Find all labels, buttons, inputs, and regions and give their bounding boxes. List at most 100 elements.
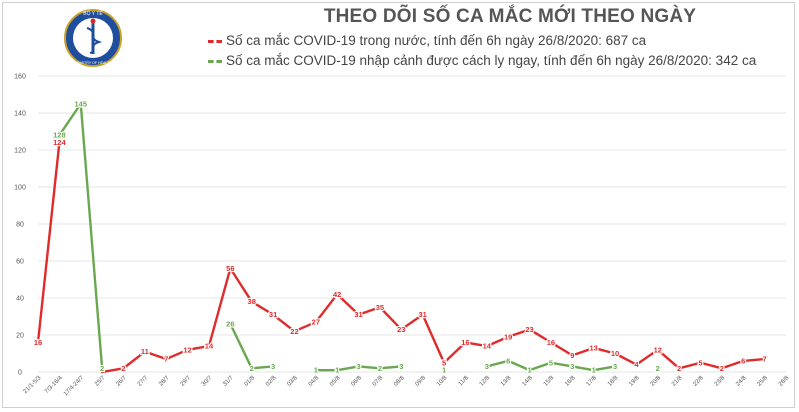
data-point-0 [592, 346, 596, 350]
data-point-1 [314, 368, 318, 372]
data-label-0: 14 [205, 342, 214, 351]
data-label-0: 23 [397, 325, 405, 334]
data-label-0: 56 [226, 264, 234, 273]
y-tick-label: 20 [16, 333, 24, 340]
data-point-0 [421, 313, 425, 317]
x-tick-label: 25/7 [94, 375, 107, 388]
x-tick-label: 27/7 [137, 375, 150, 388]
series-line-1 [58, 102, 104, 369]
data-label-0: 7 [763, 355, 767, 364]
data-point-0 [122, 366, 125, 370]
data-label-0: 38 [248, 297, 256, 306]
data-point-1 [549, 361, 553, 365]
data-label-0: 9 [570, 351, 574, 360]
logo-bottom-text: MINISTRY OF HEALTH [74, 61, 112, 65]
y-tick-label: 40 [16, 296, 24, 303]
x-tick-label: 12/8 [479, 375, 492, 388]
x-tick-label: 09/8 [415, 375, 428, 388]
series-line-1 [229, 323, 274, 370]
legend-label-imported: Số ca mắc COVID-19 nhập cảnh được cách l… [226, 53, 757, 68]
x-tick-label: 05/8 [329, 375, 342, 388]
data-point-1 [57, 133, 61, 137]
data-label-1: 3 [570, 362, 574, 371]
data-label-0: 31 [419, 310, 427, 319]
chart-frame [2, 2, 795, 408]
y-tick-label: 140 [14, 111, 26, 118]
x-tick-label: 24/8 [735, 375, 748, 388]
data-point-0 [36, 341, 40, 344]
data-point-1 [592, 368, 596, 372]
data-label-1: 26 [226, 319, 234, 328]
data-label-0: 2 [677, 364, 681, 373]
data-point-0 [57, 141, 61, 145]
data-point-1 [485, 365, 489, 368]
data-label-0: 10 [611, 349, 619, 358]
x-tick-label: 21/1-5/3 [23, 375, 43, 395]
data-point-0 [335, 292, 339, 296]
data-point-0 [570, 353, 574, 357]
data-point-0 [635, 363, 638, 366]
legend-swatch-domestic [208, 39, 222, 43]
data-label-1: 1 [592, 366, 596, 375]
data-point-1 [228, 322, 232, 326]
data-label-1: 5 [549, 358, 553, 367]
legend-item-imported: Số ca mắc COVID-19 nhập cảnh được cách l… [208, 53, 756, 71]
x-tick-label: 26/7 [115, 375, 128, 388]
data-label-0: 5 [442, 358, 446, 367]
x-tick-label: 26/8 [778, 375, 791, 388]
data-point-0 [293, 329, 296, 333]
data-point-1 [378, 366, 382, 370]
data-label-0: 4 [634, 360, 639, 369]
data-label-0: 6 [741, 356, 745, 365]
data-point-0 [741, 359, 745, 363]
series-line-0 [36, 142, 61, 343]
x-tick-label: 10/8 [436, 375, 449, 388]
data-label-0: 124 [53, 138, 66, 147]
data-label-0: 12 [654, 345, 662, 354]
x-tick-label: 02/8 [265, 375, 278, 388]
x-tick-label: 04/8 [308, 375, 321, 388]
data-point-1 [357, 365, 360, 368]
data-point-0 [464, 341, 467, 344]
data-point-0 [357, 313, 360, 317]
data-point-1 [506, 359, 510, 363]
data-label-1: 2 [100, 364, 104, 373]
data-point-1 [570, 365, 574, 368]
data-point-0 [549, 341, 553, 344]
data-label-0: 23 [525, 325, 533, 334]
y-tick-label: 0 [18, 370, 22, 377]
data-point-0 [186, 348, 190, 352]
x-tick-label: 01/8 [244, 375, 257, 388]
x-tick-label: 25/8 [757, 375, 770, 388]
data-point-0 [250, 300, 254, 304]
data-point-0 [699, 361, 702, 365]
x-tick-label: 17/4-24/7 [63, 375, 86, 398]
data-label-1: 145 [74, 99, 87, 108]
data-point-1 [399, 365, 403, 368]
data-point-0 [314, 320, 318, 324]
chart-title: THEO DÕI SỐ CA MẮC MỚI THEO NGÀY [323, 6, 697, 27]
data-label-0: 31 [354, 310, 362, 319]
data-point-1 [250, 366, 254, 370]
data-point-0 [763, 357, 767, 361]
y-tick-label: 80 [16, 222, 24, 229]
data-label-1: 1 [442, 366, 446, 375]
data-label-0: 19 [504, 332, 512, 341]
y-tick-label: 60 [16, 259, 24, 266]
data-label-0: 27 [312, 318, 320, 327]
data-label-1: 3 [271, 362, 275, 371]
logo-top-text: BỘ Y TẾ [83, 10, 103, 17]
series-line-0 [101, 267, 765, 374]
data-point-0 [656, 348, 660, 352]
data-label-1: 1 [527, 366, 531, 375]
data-label-0: 2 [121, 364, 125, 373]
data-label-1: 3 [356, 362, 360, 371]
x-tick-label: 29/7 [180, 375, 193, 388]
data-point-1 [613, 365, 617, 368]
legend-label-domestic: Số ca mắc COVID-19 trong nước, tính đến … [226, 33, 647, 48]
data-label-0: 13 [589, 343, 597, 352]
x-tick-label: 15/8 [543, 375, 556, 388]
x-tick-label: 28/7 [158, 375, 171, 388]
ministry-of-health-logo: BỘ Y TẾ MINISTRY OF HEALTH [64, 9, 122, 67]
